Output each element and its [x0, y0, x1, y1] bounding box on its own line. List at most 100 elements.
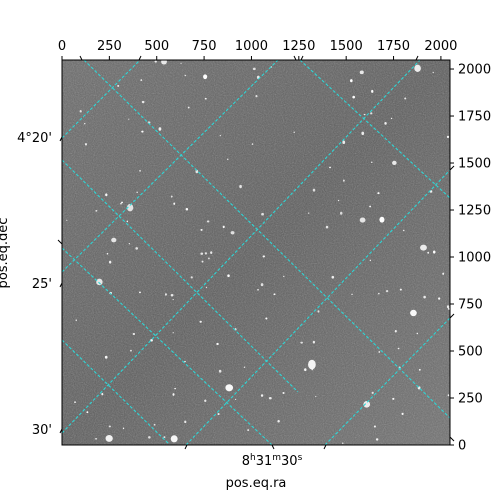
star [373, 425, 376, 428]
y-axis-title: pos.eq.dec [0, 218, 11, 289]
star [239, 184, 242, 189]
star [184, 420, 187, 424]
star [414, 64, 421, 72]
star [378, 292, 380, 295]
star [418, 368, 421, 371]
world-tick [293, 55, 297, 61]
star [247, 429, 250, 432]
star [283, 275, 285, 277]
dec-tick-label: 25' [32, 277, 52, 292]
star [371, 391, 374, 394]
star [199, 320, 202, 323]
star [225, 384, 234, 392]
x-pixel-tick-label: 0 [58, 39, 66, 54]
star [342, 442, 344, 445]
star [438, 297, 441, 300]
coordinate-grid-line [62, 60, 279, 273]
star [108, 425, 111, 428]
star [256, 288, 260, 291]
star [184, 74, 187, 77]
star [397, 347, 400, 350]
star [105, 193, 108, 197]
coordinate-grid-line [83, 60, 450, 419]
star [173, 202, 176, 205]
star [126, 203, 134, 212]
star [120, 202, 122, 205]
world-tick [449, 313, 455, 319]
star [136, 191, 138, 194]
star [262, 255, 266, 258]
star [170, 435, 178, 443]
star [442, 272, 445, 275]
star [384, 122, 387, 125]
star [180, 62, 182, 64]
star [260, 283, 264, 287]
x-pixel-tick-label: 2000 [424, 39, 457, 54]
star [218, 369, 222, 373]
y-pixel-tick-label: 1500 [458, 157, 491, 172]
star [130, 349, 132, 352]
world-tick [449, 436, 455, 442]
star [277, 419, 280, 423]
x-pixel-tick-label: 750 [192, 39, 217, 54]
x-pixel-tick-label: 1750 [377, 39, 410, 54]
star [312, 340, 315, 344]
star [385, 289, 389, 293]
dec-tick-label: 4°20' [17, 131, 52, 146]
star [410, 309, 417, 317]
star [172, 332, 174, 334]
star [141, 100, 145, 104]
star [375, 438, 379, 441]
star [230, 231, 235, 235]
star [251, 143, 254, 145]
star [84, 122, 86, 125]
star [203, 74, 208, 80]
star [163, 436, 166, 439]
star [255, 94, 258, 98]
star [370, 112, 373, 115]
star [329, 166, 332, 169]
world-tick [57, 239, 63, 245]
star [161, 60, 167, 65]
star [401, 412, 404, 416]
star [66, 219, 68, 221]
star [217, 412, 220, 416]
x-pixel-tick-label: 1250 [282, 39, 315, 54]
star [282, 392, 285, 394]
star [265, 317, 268, 320]
star [141, 130, 144, 133]
star [117, 84, 120, 87]
star [74, 401, 76, 404]
star [234, 398, 237, 401]
star [227, 158, 229, 161]
star [359, 217, 366, 223]
world-tick [271, 444, 275, 450]
star [210, 251, 213, 255]
star [392, 397, 395, 400]
world-tick [184, 444, 188, 450]
star [342, 179, 345, 182]
star [95, 437, 98, 440]
world-tick [323, 444, 327, 450]
star [243, 366, 246, 368]
star [350, 79, 353, 83]
star [185, 208, 189, 211]
star [204, 399, 207, 403]
x-pixel-tick-label: 250 [97, 39, 122, 54]
star [201, 260, 204, 263]
world-tick [59, 428, 63, 434]
star [379, 216, 385, 223]
star [132, 332, 136, 335]
star [135, 247, 139, 250]
star [261, 212, 264, 216]
star [363, 113, 366, 116]
star [273, 293, 276, 296]
star [172, 393, 175, 396]
coordinate-grid-line [62, 60, 141, 139]
star [317, 310, 320, 313]
x-pixel-tick-label: 500 [144, 39, 169, 54]
star [371, 89, 374, 93]
coordinate-grid-line [299, 60, 450, 199]
star [206, 220, 210, 223]
star [392, 160, 397, 166]
